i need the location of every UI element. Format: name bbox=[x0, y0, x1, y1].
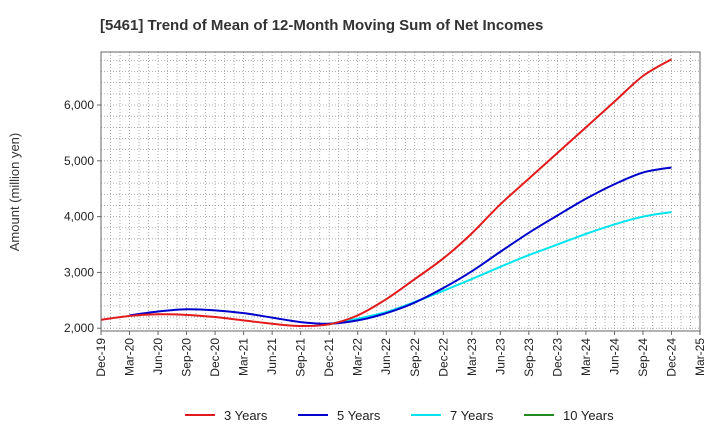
y-tick-label: 5,000 bbox=[64, 154, 94, 168]
series-line-7-years bbox=[329, 211, 672, 325]
y-axis-label: Amount (million yen) bbox=[7, 133, 22, 252]
x-tick-label: Jun-20 bbox=[151, 338, 165, 375]
series-line-5-years bbox=[129, 166, 672, 325]
y-tick-label: 6,000 bbox=[64, 98, 94, 112]
x-tick-label: Jun-22 bbox=[379, 338, 393, 375]
x-tick-label: Dec-21 bbox=[322, 338, 336, 377]
series-layer bbox=[100, 58, 672, 328]
x-tick-label: Mar-20 bbox=[123, 338, 137, 376]
series-line-3-years bbox=[100, 58, 672, 328]
x-axis: Dec-19 Mar-20 Jun-20 Sep-20 Dec-20 Mar-21 Jun-… bbox=[94, 331, 707, 377]
x-tick-label: Jun-21 bbox=[265, 338, 279, 375]
x-tick-label: Dec-19 bbox=[94, 338, 108, 377]
legend: 3 Years 5 Years 7 Years 10 Years bbox=[185, 408, 614, 423]
x-tick-label: Mar-22 bbox=[351, 338, 365, 376]
x-tick-label: Jun-23 bbox=[493, 338, 507, 375]
x-tick-label: Dec-24 bbox=[664, 338, 678, 377]
x-tick-label: Sep-23 bbox=[522, 338, 536, 377]
x-tick-label: Sep-22 bbox=[408, 338, 422, 377]
y-tick-label: 3,000 bbox=[64, 265, 94, 279]
x-tick-label: Dec-20 bbox=[208, 338, 222, 377]
x-tick-label: Mar-24 bbox=[579, 338, 593, 376]
chart-title: [5461] Trend of Mean of 12-Month Moving … bbox=[100, 17, 543, 34]
x-tick-label: Sep-21 bbox=[294, 338, 308, 377]
x-tick-label: Jun-24 bbox=[607, 338, 621, 375]
x-tick-label: Sep-24 bbox=[636, 338, 650, 377]
y-axis: 2,000 3,000 4,000 5,000 6,000 bbox=[64, 98, 101, 335]
y-tick-label: 4,000 bbox=[64, 210, 94, 224]
legend-label: 10 Years bbox=[563, 408, 614, 423]
x-tick-label: Mar-21 bbox=[237, 338, 251, 376]
x-tick-label: Dec-23 bbox=[550, 338, 564, 377]
legend-label: 7 Years bbox=[450, 408, 494, 423]
legend-label: 3 Years bbox=[224, 408, 268, 423]
y-tick-label: 2,000 bbox=[64, 321, 94, 335]
x-tick-label: Mar-23 bbox=[465, 338, 479, 376]
plot-area-frame bbox=[100, 51, 701, 332]
legend-label: 5 Years bbox=[337, 408, 381, 423]
x-tick-label: Sep-20 bbox=[180, 338, 194, 377]
grid-lines bbox=[101, 52, 700, 331]
x-tick-label: Dec-22 bbox=[436, 338, 450, 377]
x-tick-label: Mar-25 bbox=[693, 338, 707, 376]
